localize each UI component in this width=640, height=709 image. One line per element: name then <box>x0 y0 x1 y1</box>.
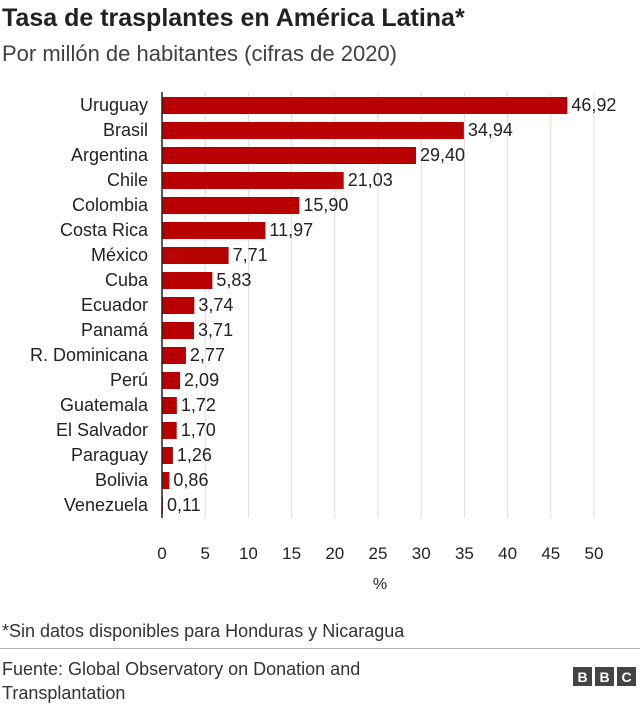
value-label: 21,03 <box>348 170 393 190</box>
bar-guatemala <box>162 397 177 414</box>
logo-letter: B <box>573 667 592 686</box>
value-label: 1,26 <box>177 445 212 465</box>
footnote: *Sin datos disponibles para Honduras y N… <box>2 621 405 641</box>
bar-el-salvador <box>162 422 177 439</box>
value-label: 34,94 <box>468 120 513 140</box>
category-label: Cuba <box>105 270 149 290</box>
footer-divider <box>0 648 640 649</box>
bar-colombia <box>162 197 300 214</box>
value-label: 2,09 <box>184 370 219 390</box>
x-axis-label: % <box>373 576 387 593</box>
logo-letter: B <box>595 667 614 686</box>
value-label: 11,97 <box>269 220 313 240</box>
bar-m-xico <box>162 247 229 264</box>
bar-chart: 0 5 10 15 20 25 30 35 40 45 50% Uruguay 46,92 Brasil 3… <box>30 92 616 593</box>
x-tick-label: 45 <box>541 544 560 563</box>
bar-brasil <box>162 122 464 139</box>
bar-panam- <box>162 322 195 339</box>
category-label: Bolivia <box>95 470 149 490</box>
category-label: Paraguay <box>71 445 148 465</box>
x-tick-label: 25 <box>369 544 388 563</box>
bar-chile <box>162 172 344 189</box>
bar-r-dominicana <box>162 347 186 364</box>
category-label: Panamá <box>81 320 149 340</box>
category-label: Uruguay <box>80 95 148 115</box>
category-label: Argentina <box>71 145 149 165</box>
bar-cuba <box>162 272 213 289</box>
x-tick-label: 35 <box>455 544 474 563</box>
value-label: 5,83 <box>216 270 251 290</box>
value-label: 29,40 <box>420 145 465 165</box>
x-tick-label: 20 <box>325 544 344 563</box>
value-label: 0,86 <box>173 470 208 490</box>
chart-title: Tasa de trasplantes en América Latina* <box>2 4 465 32</box>
value-label: 0,11 <box>167 495 201 515</box>
category-label: Venezuela <box>64 495 149 515</box>
x-tick-label: 50 <box>585 544 604 563</box>
value-label: 7,71 <box>233 245 268 265</box>
category-label: R. Dominicana <box>30 345 149 365</box>
value-label: 3,71 <box>198 320 233 340</box>
value-label: 1,70 <box>181 420 216 440</box>
bar-argentina <box>162 147 417 164</box>
x-tick-label: 30 <box>412 544 431 563</box>
chart-subtitle: Por millón de habitantes (cifras de 2020… <box>2 41 397 66</box>
x-tick-label: 5 <box>200 544 209 563</box>
category-label: Ecuador <box>81 295 148 315</box>
category-label: Perú <box>110 370 148 390</box>
category-label: México <box>91 245 148 265</box>
bar-bolivia <box>162 472 170 489</box>
source-text: Fuente: Global Observatory on Donation a… <box>2 659 361 703</box>
x-tick-label: 40 <box>498 544 517 563</box>
bbc-logo: B B C <box>573 667 636 686</box>
category-label: Brasil <box>103 120 148 140</box>
category-label: Chile <box>107 170 148 190</box>
category-label: El Salvador <box>56 420 148 440</box>
bar-costa-rica <box>162 222 266 239</box>
bar-paraguay <box>162 447 173 464</box>
logo-letter: C <box>617 667 636 686</box>
x-tick-label: 0 <box>157 544 166 563</box>
bar-uruguay <box>162 97 568 114</box>
x-tick-label: 15 <box>282 544 301 563</box>
value-label: 15,90 <box>303 195 348 215</box>
x-tick-label: 10 <box>239 544 258 563</box>
value-label: 1,72 <box>181 395 216 415</box>
value-label: 46,92 <box>571 95 616 115</box>
value-label: 3,74 <box>198 295 233 315</box>
bar-per- <box>162 372 181 389</box>
category-label: Colombia <box>72 195 149 215</box>
value-label: 2,77 <box>190 345 225 365</box>
category-label: Guatemala <box>60 395 149 415</box>
category-label: Costa Rica <box>60 220 149 240</box>
bar-ecuador <box>162 297 195 314</box>
